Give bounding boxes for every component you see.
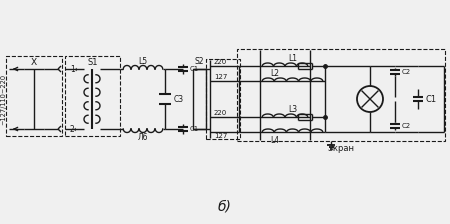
Bar [6, 56, 62, 136]
Text: C1: C1 [190, 66, 199, 72]
Bar [237, 49, 445, 141]
Text: L5: L5 [138, 56, 147, 65]
Text: Экран: Экран [328, 144, 355, 153]
Text: 127: 127 [214, 74, 227, 80]
Text: Л6: Л6 [137, 133, 148, 142]
Text: C2: C2 [402, 123, 411, 129]
Text: ~127/110~220: ~127/110~220 [0, 73, 6, 125]
Text: L3: L3 [288, 105, 297, 114]
Text: 1←: 1← [70, 65, 81, 73]
Text: L2: L2 [270, 69, 279, 78]
Text: X: X [31, 58, 37, 67]
Text: C3: C3 [174, 95, 184, 103]
Bar [65, 56, 120, 136]
Text: C1: C1 [190, 126, 199, 132]
Text: L4: L4 [270, 136, 279, 144]
Text: 2←: 2← [70, 125, 81, 134]
Text: б): б) [218, 199, 232, 213]
Text: S1: S1 [87, 58, 98, 67]
Text: C1: C1 [425, 95, 436, 103]
Bar [193, 69, 206, 129]
Bar [206, 59, 240, 139]
Text: 220: 220 [214, 59, 227, 65]
Text: S2: S2 [195, 56, 204, 65]
Text: 127: 127 [214, 133, 227, 139]
Text: L1: L1 [288, 54, 297, 62]
Text: 220: 220 [214, 110, 227, 116]
Text: C2: C2 [402, 69, 411, 75]
